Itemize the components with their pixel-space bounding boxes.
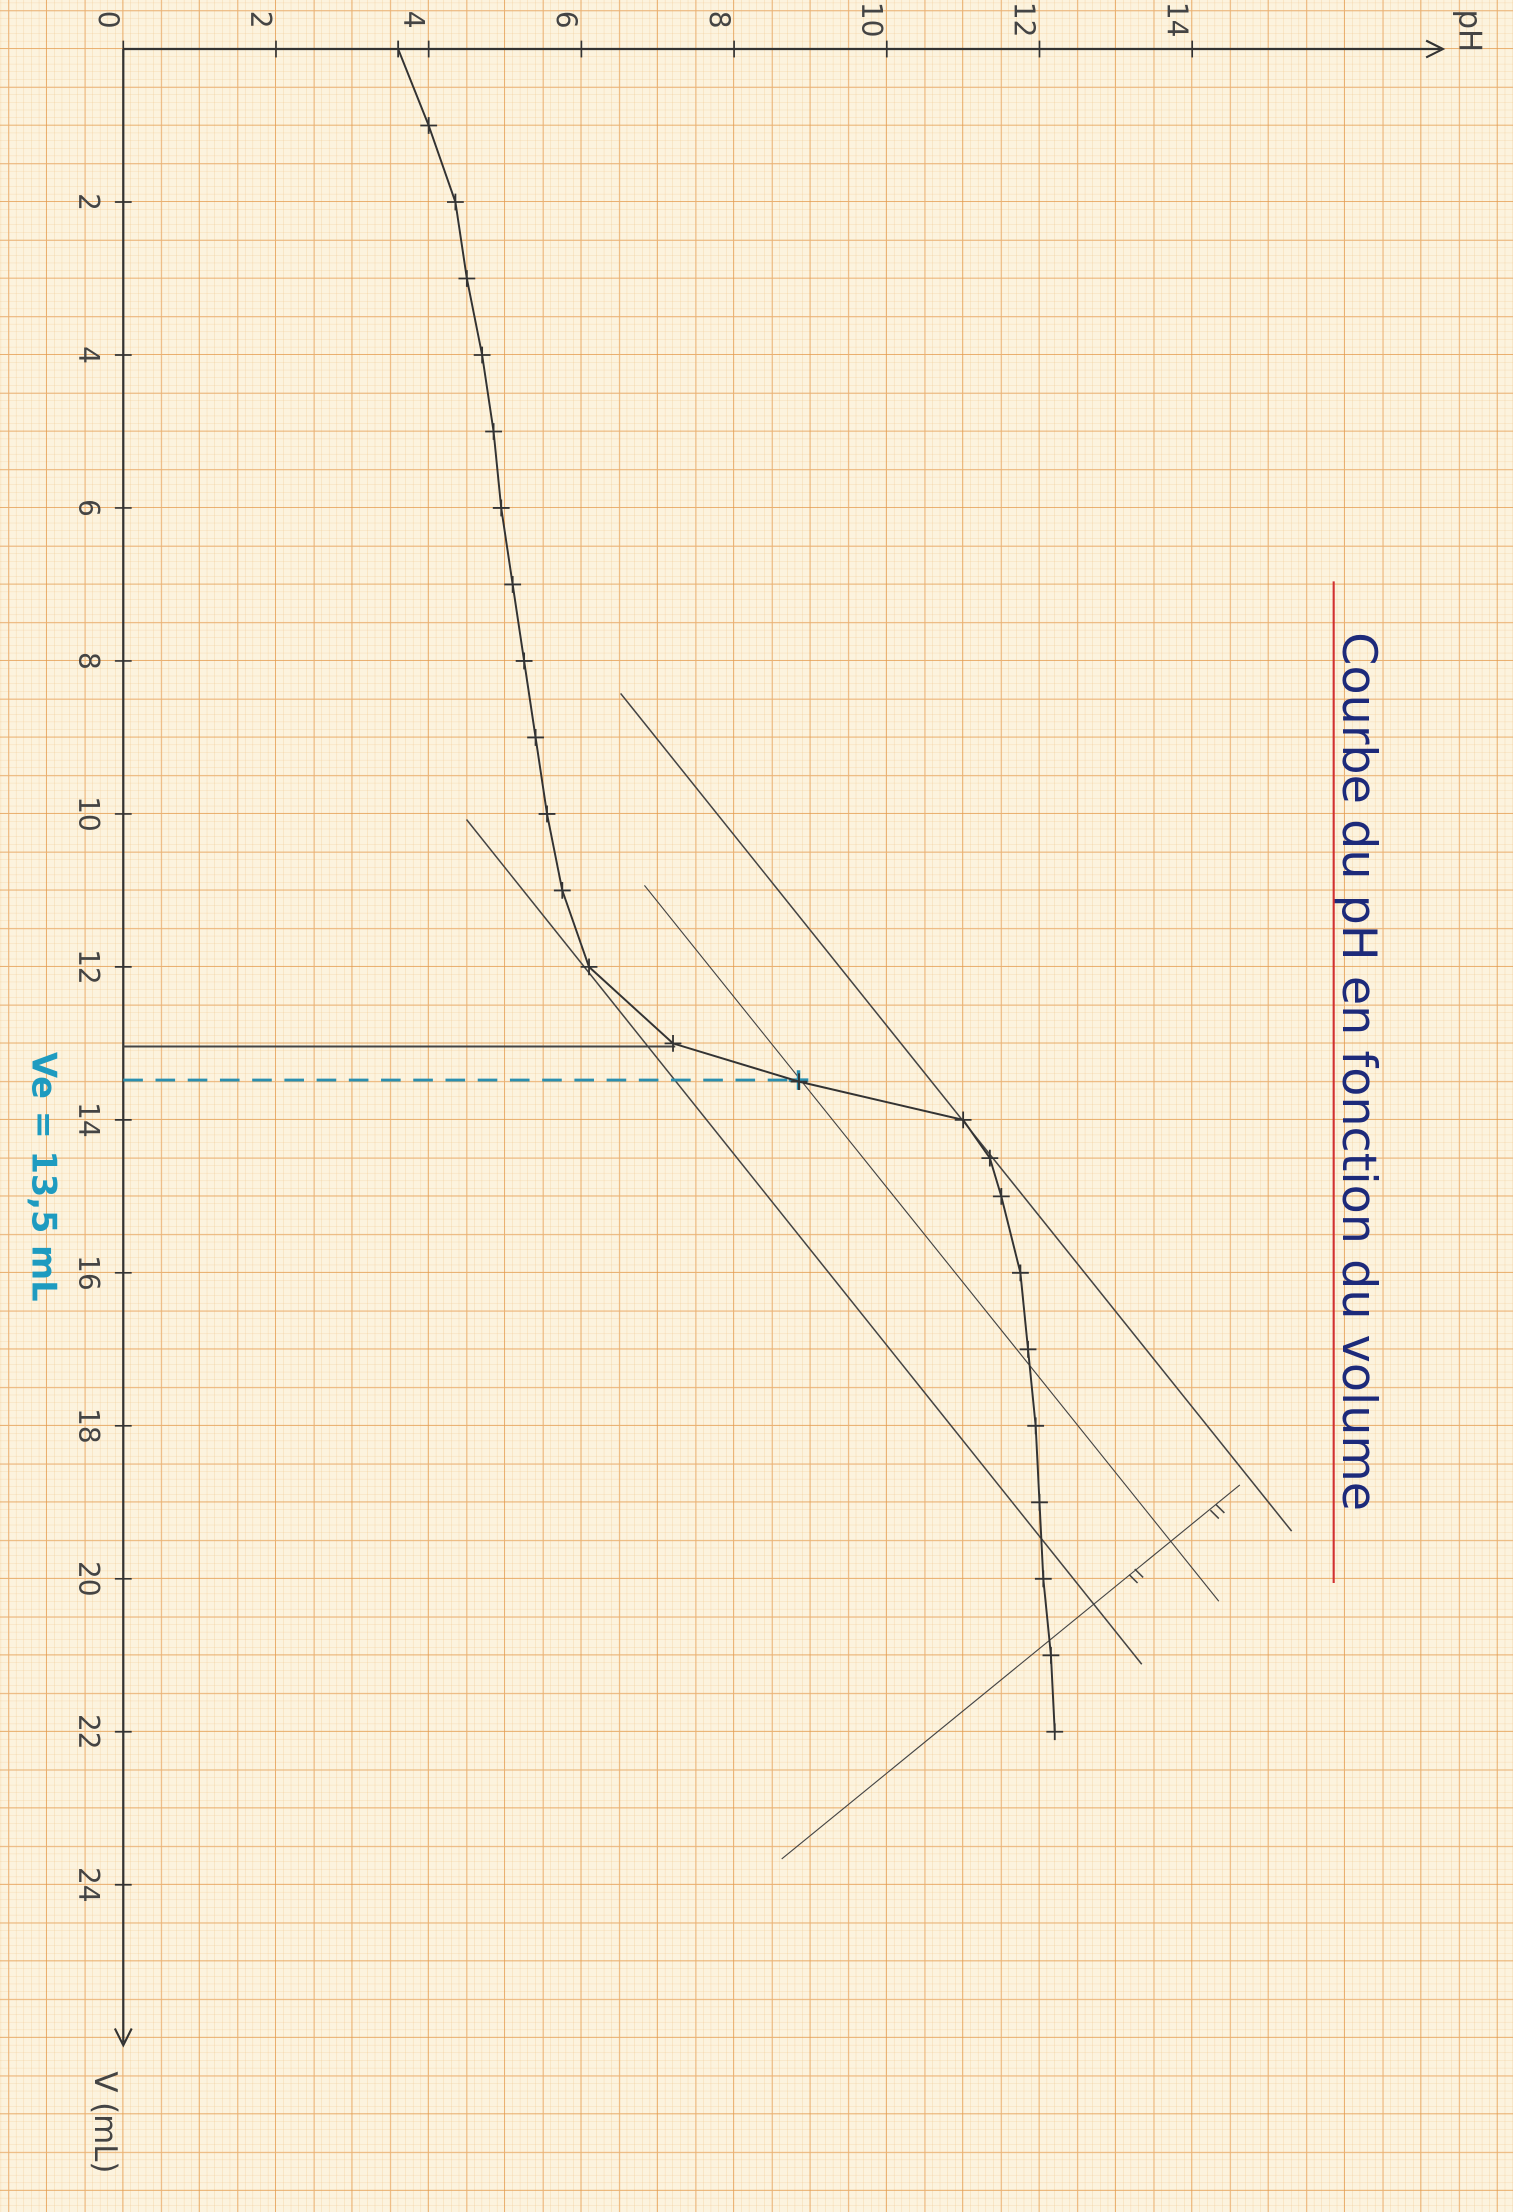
y-tick-label: 0 (91, 11, 124, 29)
y-axis-label: pH (1452, 9, 1488, 52)
x-axis-label: V (mL) (87, 2071, 123, 2173)
chart-title: Courbe du pH en fonction du volume (1331, 632, 1386, 1511)
x-tick-label: 10 (72, 796, 105, 832)
annotation: Ve = 13,5 mL (25, 1052, 64, 1302)
x-tick-label: 22 (72, 1714, 105, 1750)
x-tick-label: 12 (72, 949, 105, 985)
y-tick-label: 14 (1160, 2, 1193, 38)
y-tick-label: 6 (550, 11, 583, 29)
page: {"chart_data": {"type": "line", "title":… (0, 0, 1513, 2212)
x-tick-label: 18 (72, 1408, 105, 1444)
x-tick-label: 8 (72, 652, 105, 670)
y-tick-label: 10 (855, 2, 888, 38)
x-tick-label: 4 (72, 346, 105, 364)
x-tick-label: 16 (72, 1255, 105, 1291)
x-tick-label: 6 (72, 499, 105, 517)
x-tick-label: 2 (72, 193, 105, 211)
x-tick-label: 14 (72, 1102, 105, 1138)
y-tick-label: 2 (244, 11, 277, 29)
x-tick-label: 24 (72, 1867, 105, 1903)
y-tick-label: 12 (1008, 2, 1041, 38)
x-tick-label: 20 (72, 1561, 105, 1597)
chart: Courbe du pH en fonction du volume Ve = … (0, 0, 1513, 2212)
y-tick-label: 8 (702, 11, 735, 29)
y-tick-label: 4 (397, 11, 430, 29)
graph-paper-major (0, 0, 1513, 2212)
